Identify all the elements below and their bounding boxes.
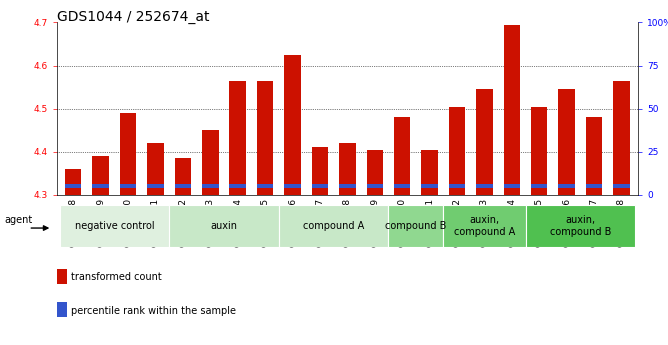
Bar [169, 205, 279, 247]
Text: compound B: compound B [385, 221, 447, 231]
Text: negative control: negative control [75, 221, 154, 231]
Bar [147, 184, 164, 188]
Bar [422, 184, 438, 188]
Bar [257, 184, 273, 188]
Text: percentile rank within the sample: percentile rank within the sample [71, 306, 236, 315]
Bar [57, 269, 67, 284]
Bar [476, 184, 493, 188]
Text: transformed count: transformed count [71, 273, 162, 282]
Bar [367, 184, 383, 188]
Text: auxin,
compound A: auxin, compound A [454, 215, 515, 237]
Bar [202, 130, 218, 195]
Bar [449, 107, 465, 195]
Bar [339, 143, 355, 195]
Bar [65, 169, 81, 195]
Bar [449, 184, 465, 188]
Bar [444, 205, 526, 247]
Text: auxin: auxin [210, 221, 238, 231]
Bar [202, 184, 218, 188]
Bar [339, 184, 355, 188]
Bar [147, 143, 164, 195]
Bar [312, 184, 328, 188]
Bar [504, 184, 520, 188]
Bar [285, 55, 301, 195]
Bar [174, 158, 191, 195]
Text: agent: agent [5, 215, 33, 225]
Bar [526, 205, 635, 247]
Bar [504, 24, 520, 195]
Bar [394, 117, 410, 195]
Bar [613, 81, 630, 195]
Text: auxin,
compound B: auxin, compound B [550, 215, 611, 237]
Bar [230, 184, 246, 188]
Bar [279, 205, 389, 247]
Bar [92, 156, 109, 195]
Bar [174, 184, 191, 188]
Bar [422, 150, 438, 195]
Bar [312, 147, 328, 195]
Bar [531, 184, 548, 188]
Bar [531, 107, 548, 195]
Bar [59, 205, 169, 247]
Bar [120, 113, 136, 195]
Bar [558, 184, 575, 188]
Text: GDS1044 / 252674_at: GDS1044 / 252674_at [57, 10, 209, 24]
Bar [394, 184, 410, 188]
Bar [92, 184, 109, 188]
Bar [476, 89, 493, 195]
Bar [389, 205, 444, 247]
Bar [586, 184, 603, 188]
Bar [65, 184, 81, 188]
Bar [367, 150, 383, 195]
Bar [586, 117, 603, 195]
Bar [558, 89, 575, 195]
Bar [57, 302, 67, 317]
Text: compound A: compound A [303, 221, 364, 231]
Bar [230, 81, 246, 195]
Bar [285, 184, 301, 188]
Bar [613, 184, 630, 188]
Bar [120, 184, 136, 188]
Bar [257, 81, 273, 195]
